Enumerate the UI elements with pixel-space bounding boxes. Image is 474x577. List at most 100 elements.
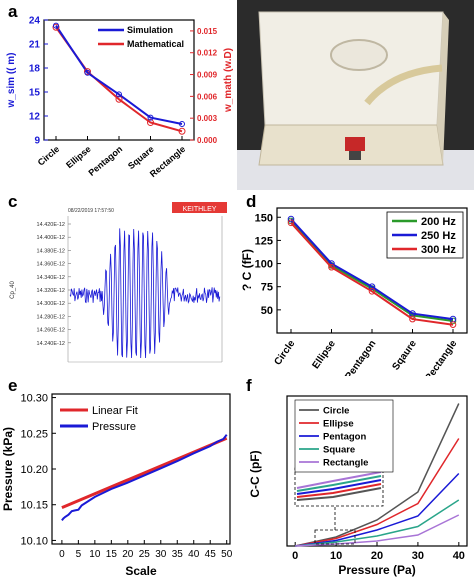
- legend-label-250hz: 250 Hz: [421, 230, 456, 242]
- device-photo: [237, 0, 474, 190]
- y-tick-label: 100: [255, 259, 273, 271]
- x-tick-label: 20: [371, 550, 383, 562]
- data-point: [368, 283, 376, 291]
- x-tick-label: 0: [59, 549, 65, 560]
- x-tick-label: Pentagon: [86, 144, 124, 178]
- inset-line-rectangle: [296, 471, 382, 489]
- x-tick-label: Circle: [36, 144, 62, 168]
- y-tick-label-left: 18: [29, 64, 41, 75]
- panel-label-e: e: [8, 376, 18, 395]
- x-tick-label: 40: [188, 549, 200, 560]
- y-tick-label-right: 0.000: [197, 136, 218, 145]
- y-tick-label: 10.25: [20, 428, 48, 440]
- x-axis-label: Pressure (Pa): [338, 563, 415, 577]
- chart-c: 08/22/2019 17:57:50 KEITHLEY 14.420E-12 1…: [10, 202, 227, 363]
- x-tick-label: 10: [330, 550, 342, 562]
- y-tick-label-right: 0.003: [197, 114, 218, 123]
- x-tick-label: Ellipse: [310, 338, 338, 371]
- series-line-circle: [295, 403, 460, 547]
- plot-frame: [51, 393, 231, 545]
- x-tick-label: Rectangle: [423, 338, 460, 376]
- series-line-pentagon: [295, 472, 460, 547]
- capacitance-trace: [69, 228, 221, 359]
- x-tick-label: Pentagon: [343, 338, 378, 376]
- inset-line-square: [296, 475, 382, 492]
- y-axis-label-left: w_sim (( m): [6, 52, 17, 108]
- legend: Circle Ellipse Pentagon Square Rectangle: [294, 399, 394, 473]
- y-tick-label: 50: [261, 305, 273, 317]
- legend: Linear Fit Pressure: [60, 405, 138, 433]
- chart-d: 50 75 100 125 150 Circle Ellipse Pentagon Sqaur…: [240, 207, 468, 376]
- air-tube: [364, 64, 443, 106]
- legend-label: Square: [323, 445, 355, 456]
- sensor-board: [345, 137, 365, 151]
- series-line-rectangle: [295, 514, 460, 547]
- y-tick-label-left: 9: [34, 136, 40, 147]
- series-line-1: [290, 218, 454, 321]
- panel-label-c: c: [8, 192, 18, 211]
- legend-label-pressure: Pressure: [92, 421, 136, 433]
- y-tick-label: 10.15: [20, 500, 48, 512]
- panel-label-f: f: [246, 376, 252, 395]
- data-point-mathematical: [84, 68, 91, 76]
- data-point: [409, 315, 416, 323]
- x-tick-label: 50: [221, 549, 233, 560]
- data-point-mathematical: [115, 95, 123, 103]
- y-tick-label-right: 0.009: [197, 71, 218, 80]
- x-tick-label: 45: [205, 549, 217, 560]
- y-tick-label: 14.240E-12: [37, 341, 65, 347]
- data-point-simulation: [147, 114, 154, 121]
- y-tick-label: 125: [255, 235, 273, 247]
- x-tick-label: 20: [122, 549, 134, 560]
- x-tick-label: 10: [89, 549, 101, 560]
- x-tick-label: 5: [76, 549, 82, 560]
- legend-label: Ellipse: [323, 419, 354, 430]
- y-tick-label: 14.260E-12: [37, 328, 65, 334]
- legend-label-linear-fit: Linear Fit: [92, 405, 138, 417]
- legend-label-simulation: Simulation: [127, 25, 173, 35]
- y-axis-label: ? C (fF): [240, 249, 254, 291]
- x-tick-label: 30: [155, 549, 167, 560]
- y-tick-label: 14.400E-12: [37, 235, 65, 241]
- y-tick-label: 150: [255, 212, 273, 224]
- capture-timestamp: 08/22/2019 17:57:50: [68, 208, 114, 214]
- legend-label-200hz: 200 Hz: [421, 216, 456, 228]
- data-point: [328, 263, 335, 271]
- series-line-2: [290, 222, 454, 326]
- y-tick-label-left: 24: [29, 16, 41, 27]
- data-point-mathematical: [147, 119, 154, 127]
- y-tick-label: 14.280E-12: [37, 314, 65, 320]
- data-point-mathematical: [178, 127, 186, 135]
- legend-label: Circle: [323, 406, 349, 417]
- x-tick-label: 30: [412, 550, 424, 562]
- y-axis-label: Cp_40: [10, 281, 16, 299]
- x-tick-label: Ellipse: [64, 144, 93, 170]
- series-line-ellipse: [295, 438, 460, 547]
- x-tick-label: 35: [172, 549, 184, 560]
- y-tick-label: 75: [261, 282, 273, 294]
- data-point-mathematical: [52, 23, 60, 31]
- y-axis-label: Pressure (kPa): [1, 427, 15, 511]
- y-tick-label: 14.420E-12: [37, 222, 65, 228]
- legend-label-mathematical: Mathematical: [127, 39, 184, 49]
- series-line-square: [295, 499, 460, 547]
- panel-label-a: a: [8, 2, 18, 21]
- y-tick-label: 10.10: [20, 535, 48, 547]
- inset-line-ellipse: [296, 483, 382, 498]
- y-tick-label: 14.380E-12: [37, 248, 65, 254]
- x-tick-label: Rectangle: [148, 144, 187, 179]
- y-tick-label-left: 21: [29, 40, 41, 51]
- y-tick-label-left: 12: [29, 112, 41, 123]
- inset-line-circle: [296, 487, 382, 501]
- x-tick-label: Square: [126, 144, 156, 171]
- x-tick-label: 0: [292, 550, 298, 562]
- x-tick-label: 15: [106, 549, 118, 560]
- data-point-simulation: [179, 121, 185, 127]
- chart-a: 9 12 15 18 21 24 0.000 0.003 0.006 0.009 0.012 0.0…: [6, 16, 234, 180]
- brand-label: KEITHLEY: [183, 206, 217, 213]
- data-point-simulation: [116, 91, 122, 98]
- legend: 200 Hz 250 Hz 300 Hz: [386, 211, 464, 259]
- data-point: [449, 321, 457, 328]
- inset-line-pentagon: [296, 479, 382, 495]
- y-tick-label: 14.360E-12: [37, 262, 65, 268]
